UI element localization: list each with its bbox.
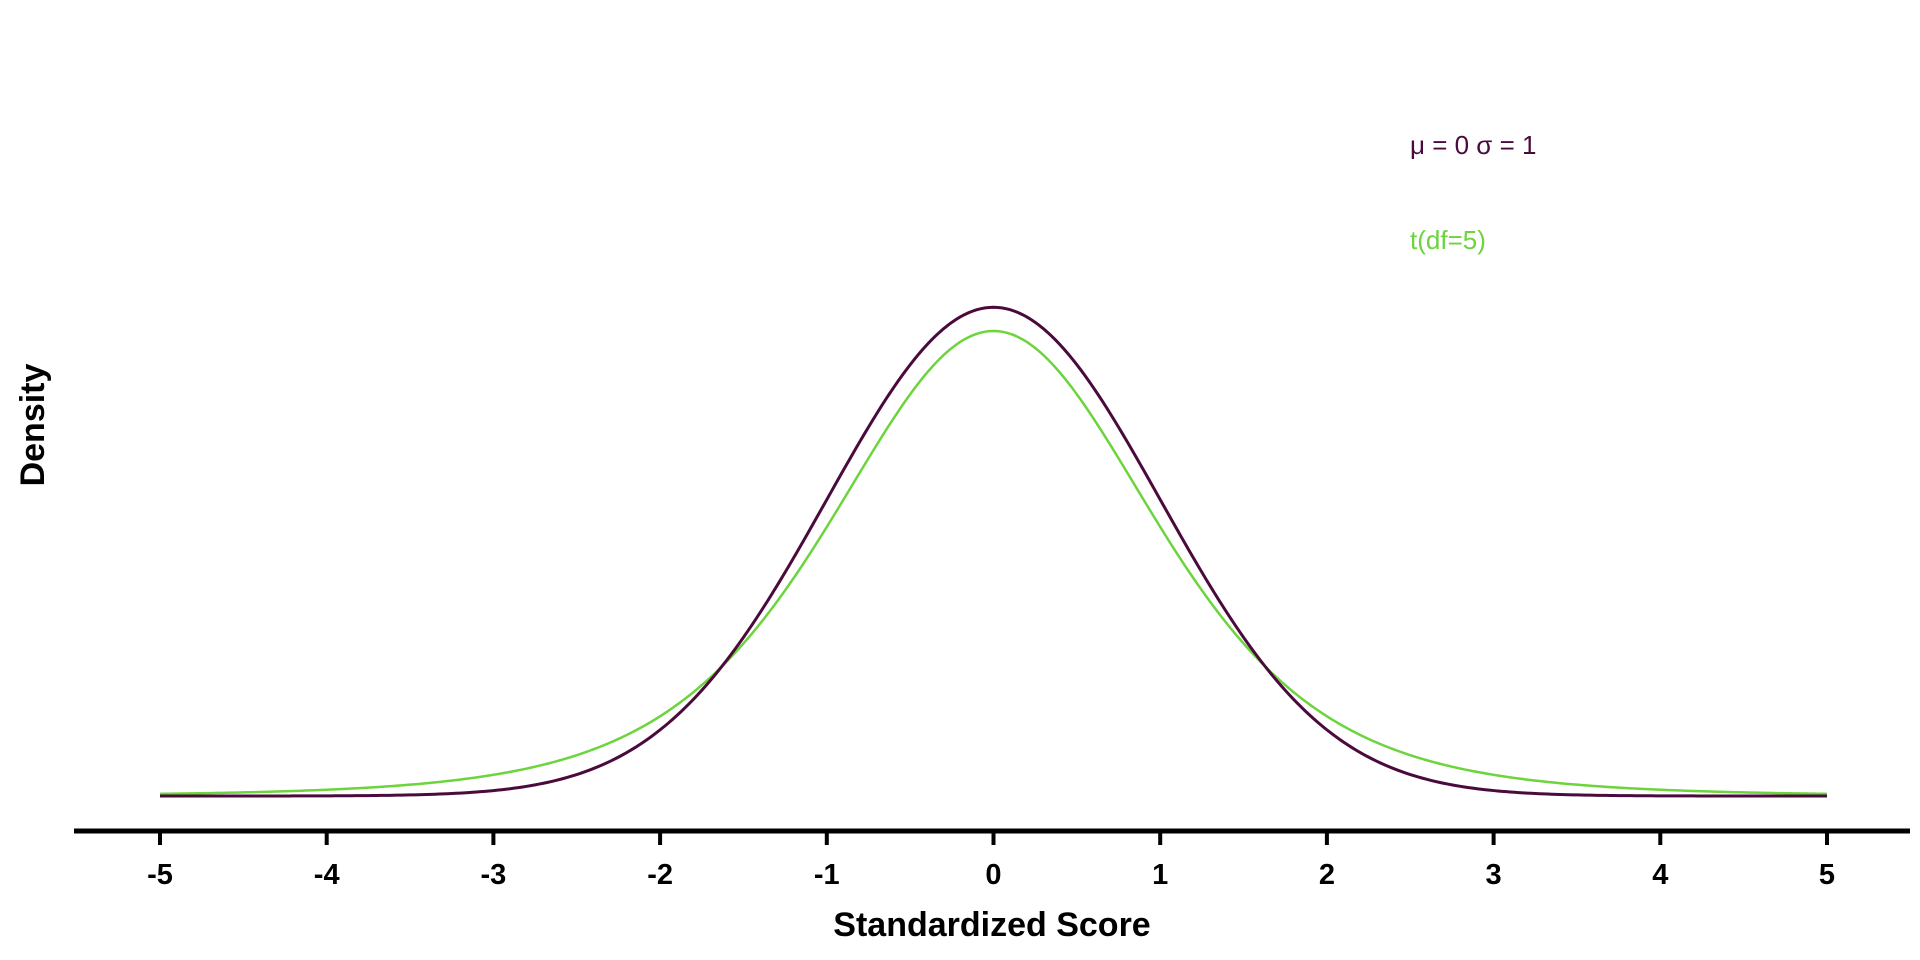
x-tick-label: 3 [1486, 859, 1502, 891]
x-tick-label: 5 [1819, 859, 1835, 891]
series-line-t-df5 [159, 329, 1828, 796]
x-ticks: -5 -4 -3 -2 -1 0 1 2 3 4 5 [147, 831, 1835, 891]
legend: μ = 0 σ = 1 t(df=5) [1410, 130, 1536, 255]
curves-layer [159, 305, 1828, 798]
x-tick-label: -4 [314, 859, 340, 891]
series-line-normal [160, 305, 1827, 798]
x-tick-label: 4 [1652, 859, 1668, 891]
x-tick-label: -5 [147, 859, 173, 891]
x-tick-label: 1 [1152, 859, 1168, 891]
x-tick-label: -1 [814, 859, 840, 891]
x-tick-label: 2 [1319, 859, 1335, 891]
legend-entry-t-df5: t(df=5) [1410, 225, 1486, 255]
y-axis-title: Density [14, 364, 52, 487]
x-tick-label: 0 [985, 859, 1001, 891]
x-tick-label: -3 [481, 859, 507, 891]
x-axis-title: Standardized Score [833, 906, 1150, 944]
legend-entry-normal: μ = 0 σ = 1 [1410, 130, 1536, 160]
x-tick-label: -2 [647, 859, 673, 891]
